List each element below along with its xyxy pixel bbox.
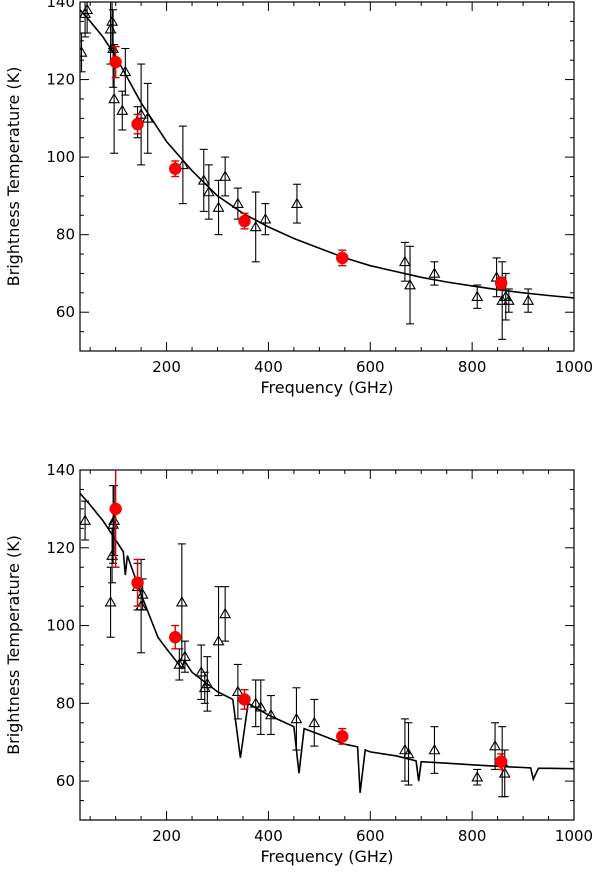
triangle-point [265, 708, 277, 720]
x-tick-label: 1000 [555, 358, 593, 376]
triangle-point [81, 3, 94, 15]
plot-area [80, 2, 574, 340]
red-data-point [168, 162, 182, 175]
triangle-point [498, 767, 511, 778]
red-data-point [494, 755, 508, 768]
red-data-point [336, 251, 349, 265]
y-tick-label: 80 [56, 226, 75, 244]
triangle-point [116, 104, 129, 115]
triangle-point [212, 201, 225, 212]
x-tick-label: 800 [458, 358, 487, 376]
red-data-point [131, 576, 144, 590]
triangle-point [108, 514, 121, 525]
y-tick-label: 100 [46, 617, 75, 635]
triangle-point [212, 635, 225, 646]
triangle-point [502, 294, 515, 305]
triangle-point [80, 514, 92, 525]
triangle-point [231, 685, 244, 696]
triangle-point [291, 197, 303, 208]
triangle-point [471, 290, 484, 302]
y-tick-label: 120 [46, 71, 75, 89]
y-tick-label: 100 [46, 148, 75, 166]
top-panel: 200 400 600 800 1000 60 80 100 120 140 Frequency (… [4, 0, 593, 397]
triangle-point [178, 650, 191, 661]
x-tick-label: 800 [458, 827, 487, 845]
y-tick-label: 140 [46, 461, 75, 479]
red-data-point [336, 730, 349, 743]
triangle-point [195, 666, 208, 677]
x-axis-label: Frequency (GHz) [260, 847, 393, 866]
triangle-point [106, 15, 119, 26]
red-data-point [109, 502, 122, 516]
triangle-point [398, 255, 411, 267]
triangle-point [80, 46, 88, 57]
triangle-point [219, 170, 232, 181]
triangle-point [201, 677, 214, 689]
x-tick-label: 200 [152, 827, 181, 845]
triangle-point [402, 747, 415, 759]
triangle-point [522, 294, 535, 305]
triangle-point [428, 743, 441, 755]
x-axis-label: Frequency (GHz) [260, 378, 393, 397]
red-data-point [238, 214, 251, 228]
plot-area [80, 470, 574, 798]
y-tick-label: 120 [46, 539, 75, 557]
triangle-point [136, 588, 149, 599]
triangle-point [197, 174, 210, 185]
x-tick-label: 400 [254, 358, 283, 376]
y-tick-label: 80 [56, 694, 75, 712]
red-data-point [131, 117, 144, 131]
triangle-point [173, 658, 186, 669]
x-tick-label: 200 [152, 358, 181, 376]
triangle-point [398, 743, 411, 755]
red-data-point [494, 276, 508, 290]
triangle-point [219, 607, 232, 619]
triangle-point [176, 158, 189, 170]
x-tick-label: 400 [254, 827, 283, 845]
triangle-point [249, 220, 262, 232]
triangle-point [254, 701, 267, 712]
bottom-panel: 200 400 600 800 1000 60 80 100 120 140 Frequency (… [4, 461, 593, 866]
y-axis-label: Brightness Temperature (K) [4, 67, 23, 287]
x-tick-label: 600 [356, 827, 385, 845]
triangle-point [202, 185, 215, 197]
red-data-point [168, 630, 182, 644]
triangle-point [489, 740, 502, 751]
y-axis-label: Brightness Temperature (K) [4, 535, 23, 755]
triangle-point [308, 716, 321, 728]
triangle-point [428, 267, 441, 278]
triangle-point [290, 712, 303, 724]
red-data-point [109, 55, 122, 69]
triangle-point [119, 65, 132, 77]
model-curve [80, 492, 574, 793]
triangle-point [249, 697, 262, 708]
triangle-point [175, 596, 188, 607]
triangle-point [259, 213, 272, 224]
x-tick-label: 600 [356, 358, 385, 376]
triangle-point [104, 596, 117, 607]
red-data-point [238, 693, 251, 706]
y-tick-label: 60 [56, 772, 75, 790]
triangle-point [471, 771, 484, 782]
triangle-point [231, 197, 244, 208]
model-curve [80, 9, 574, 299]
triangle-point [108, 92, 121, 104]
y-tick-label: 140 [46, 0, 75, 11]
triangle-point [141, 112, 154, 123]
triangle-point [404, 278, 416, 290]
x-tick-label: 1000 [555, 827, 593, 845]
y-tick-label: 60 [56, 303, 75, 321]
